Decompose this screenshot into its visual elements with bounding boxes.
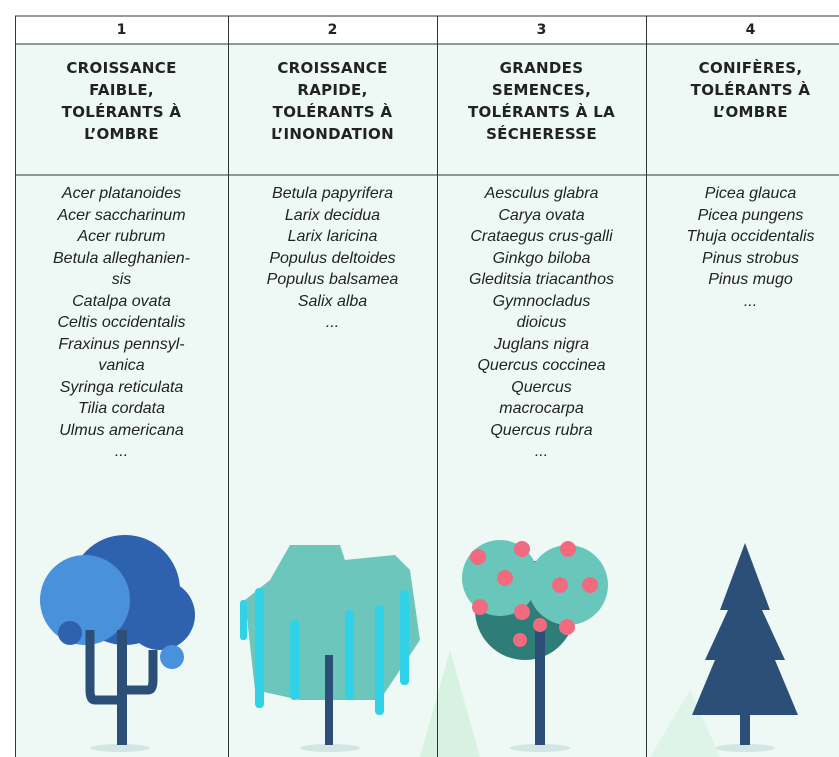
tree-illustration (692, 543, 798, 752)
title-line: SEMENCES, (491, 81, 592, 99)
tree-illustration (240, 545, 420, 752)
species-list: Picea glauca Picea pungens Thuja occidenta… (646, 183, 839, 312)
species-list: Aesculus glabra Carya ovata Crataegus crus… (437, 183, 646, 463)
species-name: ... (325, 314, 340, 331)
column-number: 3 (437, 20, 646, 40)
tree-illustration (40, 535, 195, 752)
species-name: Gymnocladus (492, 292, 591, 310)
title-line: FAIBLE, (89, 81, 154, 99)
species-name: Syringa reticulata (59, 378, 184, 396)
species-list: Betula papyrifera Larix decidua Larix lari… (228, 183, 437, 334)
species-name: macrocarpa (499, 400, 584, 417)
column-title: GRANDES SEMENCES, TOLÉRANTS À LA SÉCHERESSE (437, 57, 646, 145)
species-name: Ginkgo biloba (492, 249, 591, 267)
number-text: 3 (536, 22, 547, 38)
species-name: Betula papyrifera (272, 185, 393, 202)
column-number: 4 (646, 20, 839, 40)
title-line: TOLÉRANTS À (272, 103, 393, 121)
column-number: 2 (228, 20, 437, 40)
title-line: CROISSANCE (66, 59, 177, 77)
number-text: 1 (116, 22, 127, 38)
number-text: 2 (327, 22, 338, 38)
species-name: Quercus coccinea (477, 357, 606, 374)
title-line: SÉCHERESSE (486, 125, 597, 143)
species-name: Populus deltoides (269, 249, 396, 267)
species-name: Ulmus americana (59, 421, 184, 439)
title-line: TOLÉRANTS À LA (468, 103, 615, 121)
species-name: ... (534, 443, 549, 460)
title-line: CROISSANCE (277, 59, 388, 77)
number-text: 4 (745, 22, 756, 38)
species-name: Thuja occidentalis (686, 228, 815, 245)
species-name: Larix decidua (284, 206, 381, 224)
title-line: TOLÉRANTS À (61, 103, 182, 121)
species-name: Populus balsamea (266, 271, 399, 288)
species-name: Acer saccharinum (57, 206, 186, 224)
species-name: vanica (98, 357, 145, 374)
column-title: CROISSANCE RAPIDE, TOLÉRANTS À L’INONDATION (228, 57, 437, 145)
species-name: Salix alba (297, 292, 368, 310)
species-name: Picea glauca (704, 185, 797, 202)
title-line: CONIFÈRES, (698, 59, 803, 77)
species-name: Carya ovata (498, 206, 585, 224)
species-name: ... (114, 443, 129, 460)
species-name: Acer platanoides (61, 185, 182, 202)
column-number: 1 (15, 20, 228, 40)
species-list: Acer platanoides Acer saccharinum Acer rub… (15, 183, 228, 463)
species-name: Larix laricina (287, 228, 378, 245)
species-name: Picea pungens (697, 206, 804, 224)
species-name: Crataegus crus-galli (470, 228, 613, 245)
species-name: dioicus (516, 314, 567, 331)
title-line: L’INONDATION (271, 125, 394, 143)
species-name: Quercus (511, 378, 572, 396)
species-name: sis (111, 271, 132, 288)
species-name: Acer rubrum (77, 228, 166, 245)
species-name: Juglans nigra (493, 335, 590, 353)
title-line: GRANDES (499, 59, 584, 77)
species-name: Catalpa ovata (72, 292, 171, 310)
title-line: L’OMBRE (713, 103, 788, 121)
title-line: RAPIDE, (297, 81, 368, 99)
species-name: Betula alleghanien- (53, 249, 190, 267)
species-name: ... (743, 292, 758, 310)
species-name: Pinus mugo (708, 271, 793, 288)
species-name: Quercus rubra (490, 421, 593, 439)
column-title: CROISSANCE FAIBLE, TOLÉRANTS À L’OMBRE (15, 57, 228, 145)
species-name: Tilia cordata (77, 400, 165, 417)
species-name: Aesculus glabra (484, 185, 599, 202)
title-line: L’OMBRE (84, 125, 159, 143)
column-title: CONIFÈRES, TOLÉRANTS À L’OMBRE (646, 57, 839, 123)
title-line: TOLÉRANTS À (690, 81, 811, 99)
species-name: Pinus strobus (702, 249, 799, 267)
species-name: Celtis occidentalis (57, 314, 186, 331)
species-name: Gleditsia triacanthos (469, 271, 614, 288)
species-name: Fraxinus pennsyl- (58, 335, 185, 353)
tree-illustration (462, 540, 608, 752)
